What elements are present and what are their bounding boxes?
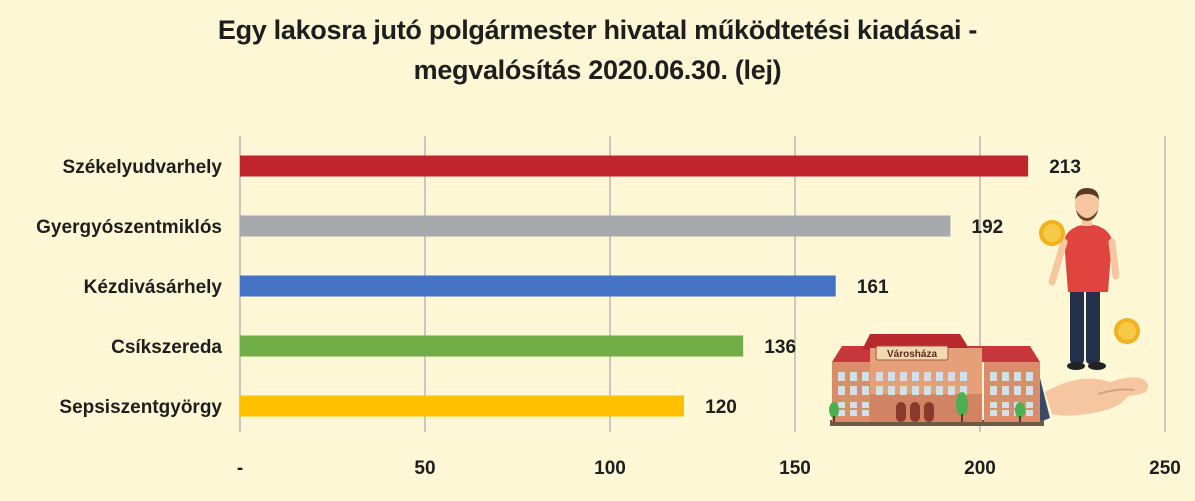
man-icon bbox=[1048, 188, 1120, 370]
x-tick-label: 50 bbox=[414, 458, 435, 479]
category-label: Székelyudvarhely bbox=[63, 157, 223, 178]
value-label: 136 bbox=[764, 337, 796, 358]
coin-icon bbox=[1039, 220, 1140, 344]
category-label: Csíkszereda bbox=[111, 337, 222, 358]
chart-title-line2: megvalósítás 2020.06.30. (lej) bbox=[413, 55, 782, 85]
category-label: Sepsiszentgyörgy bbox=[59, 397, 222, 418]
building-sign: Városháza bbox=[887, 349, 937, 360]
town-hall-icon: Városháza bbox=[830, 334, 1044, 426]
value-label: 192 bbox=[972, 217, 1004, 238]
category-labels: Székelyudvarhely Gyergyószentmiklós Kézdiv… bbox=[36, 157, 222, 418]
illustration: Városháza bbox=[829, 188, 1148, 426]
value-labels: 213 192 161 136 120 bbox=[705, 157, 1081, 418]
category-label: Gyergyószentmiklós bbox=[36, 217, 222, 238]
bar bbox=[240, 215, 951, 237]
bar bbox=[240, 155, 1029, 177]
value-label: 120 bbox=[705, 397, 737, 418]
chart-title-line1: Egy lakosra jutó polgármester hivatal mű… bbox=[217, 15, 978, 45]
chart-title: Egy lakosra jutó polgármester hivatal mű… bbox=[0, 10, 1195, 90]
tree-icon bbox=[829, 392, 1025, 422]
value-label: 213 bbox=[1049, 157, 1081, 178]
x-tick-label: 200 bbox=[964, 458, 996, 479]
x-tick-label: 100 bbox=[594, 458, 626, 479]
x-axis-tick-labels: - 50 100 150 200 250 bbox=[237, 458, 1181, 479]
x-tick-label: - bbox=[237, 458, 243, 479]
bars bbox=[240, 155, 1029, 417]
bar bbox=[240, 275, 836, 297]
category-label: Kézdivásárhely bbox=[84, 277, 223, 298]
x-tick-label: 150 bbox=[779, 458, 811, 479]
x-tick-label: 250 bbox=[1149, 458, 1181, 479]
bar bbox=[240, 395, 684, 417]
hand-icon bbox=[1030, 377, 1148, 422]
value-label: 161 bbox=[857, 277, 889, 298]
bar bbox=[240, 335, 744, 357]
